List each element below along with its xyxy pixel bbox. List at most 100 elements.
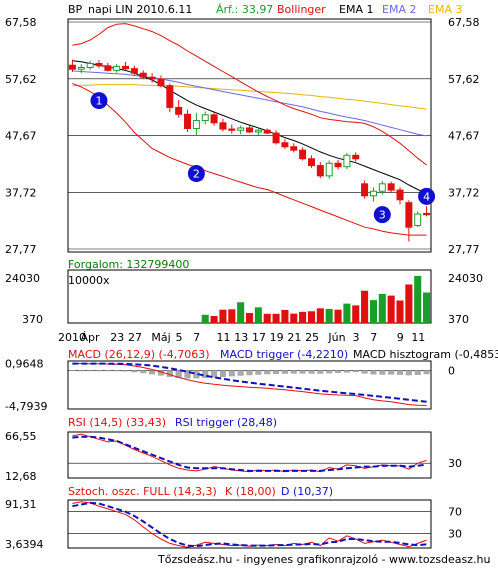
- macd-histogram-bar: [69, 370, 76, 372]
- bollinger-lower-line: [72, 83, 427, 236]
- price-y-tick-left: 37,72: [5, 186, 37, 199]
- macd-trigger-legend: MACD trigger (-4,2210): [220, 348, 348, 361]
- stoch-d-line: [72, 501, 427, 548]
- bollinger-upper-line: [72, 23, 427, 166]
- macd-histogram-bar: [281, 370, 289, 374]
- candle-body: [130, 68, 138, 74]
- macd-histogram-bar: [104, 370, 111, 372]
- macd-histogram-bar: [131, 370, 138, 373]
- stoch-y-tick-left: 91,31: [5, 498, 37, 511]
- volume-y-tick-left: 370: [22, 313, 43, 326]
- macd-histogram-bar: [140, 370, 147, 374]
- candle-body: [334, 162, 342, 168]
- stoch-k-line: [72, 501, 427, 548]
- x-axis-label: 7: [193, 331, 200, 344]
- macd-histogram-bar: [326, 370, 333, 374]
- volume-bar: [263, 313, 271, 323]
- candle-body: [361, 183, 369, 197]
- macd-y-tick-right: 0: [448, 365, 455, 378]
- rsi-legend: RSI (14,5) (33,43): [68, 416, 166, 429]
- rsi-y-tick-right: 30: [448, 457, 462, 470]
- candle-body: [228, 128, 236, 131]
- volume-bar: [396, 300, 404, 323]
- macd-histogram-bar: [255, 370, 262, 375]
- candle-body: [387, 183, 395, 191]
- volume-bar: [316, 308, 324, 323]
- macd-panel-frame: [67, 360, 432, 410]
- volume-bar: [228, 309, 236, 323]
- candle-body: [122, 65, 130, 70]
- macd-legend: MACD (26,12,9) (-4,7063): [68, 348, 210, 361]
- macd-histogram-bar: [264, 370, 271, 375]
- volume-bar: [352, 305, 360, 323]
- volume-bar: [272, 313, 280, 323]
- annotation-marker: [418, 187, 436, 205]
- rsi-trigger-legend: RSI trigger (28,48): [175, 416, 277, 429]
- candle-body: [184, 113, 192, 130]
- price-y-tick-right: 67,58: [448, 16, 480, 29]
- volume-bar: [414, 276, 422, 323]
- candle-body: [325, 162, 333, 177]
- macd-histogram-bar: [184, 370, 191, 379]
- volume-y-tick-left: 24030: [5, 272, 40, 285]
- ema2-legend: EMA 2: [382, 3, 416, 16]
- macd-histogram-bar: [237, 370, 244, 376]
- annotation-marker: [373, 206, 391, 224]
- candle-body: [192, 120, 200, 130]
- price-y-tick-right: 47,67: [448, 130, 480, 143]
- volume-y-tick-right: 24030: [448, 272, 483, 285]
- price-label: Árf.: 33,97: [216, 3, 273, 16]
- x-axis-label: 7: [370, 331, 377, 344]
- macd-histogram-bar: [149, 370, 156, 375]
- candle-body: [369, 190, 377, 197]
- x-axis-label: 19: [270, 331, 284, 344]
- annotation-marker-label: 4: [423, 190, 430, 203]
- x-axis-label: 2010: [58, 331, 86, 344]
- volume-bar: [237, 302, 245, 323]
- macd-histogram-bar: [388, 370, 395, 375]
- x-axis-label: Jún: [327, 331, 345, 344]
- candle-body: [396, 189, 404, 201]
- macd-histogram-bar: [95, 370, 103, 372]
- candle-body: [263, 129, 271, 134]
- candle-body: [113, 65, 121, 71]
- volume-bar: [343, 303, 351, 323]
- rsi-y-tick-left: 12,68: [5, 470, 37, 483]
- candle-body: [201, 114, 209, 122]
- candle-body: [175, 106, 183, 115]
- macd-y-tick-left: -4,7939: [5, 400, 47, 413]
- volume-bar: [334, 309, 342, 323]
- macd-histogram-bar: [343, 370, 350, 373]
- stoch-legend: Sztoch. oszc. FULL (14,3,3): [68, 485, 217, 498]
- candle-body: [316, 165, 324, 177]
- macd-histogram-bar: [202, 370, 209, 379]
- macd-histogram-bar: [352, 370, 359, 373]
- candle-body: [68, 64, 76, 70]
- candle-body: [272, 132, 280, 144]
- x-axis-label: 21: [287, 331, 301, 344]
- candle-body: [290, 146, 298, 151]
- candle-body: [86, 63, 94, 69]
- macd-histogram-bar: [272, 370, 280, 374]
- volume-unit: 10000x: [68, 274, 110, 287]
- candle-body: [281, 142, 289, 148]
- stoch-y-tick-right: 70: [448, 506, 462, 519]
- x-axis-label: 17: [252, 331, 266, 344]
- volume-y-tick-right: 370: [448, 313, 469, 326]
- volume-bar: [369, 300, 377, 323]
- macd-histogram-bar: [157, 370, 165, 376]
- ema2-line: [72, 70, 427, 137]
- price-y-tick-right: 27,77: [448, 243, 480, 256]
- macd-histogram-bar: [334, 370, 342, 374]
- annotation-marker-label: 1: [95, 95, 102, 108]
- stoch-panel-frame: [67, 499, 432, 549]
- candle-body: [77, 67, 85, 70]
- annotation-marker: [90, 92, 108, 110]
- volume-bar: [307, 311, 316, 323]
- macd-histogram-bar: [87, 370, 94, 372]
- macd-histogram-bar: [317, 370, 324, 374]
- macd-trigger-line: [72, 362, 427, 403]
- volume-bar: [254, 307, 262, 323]
- price-y-tick-left: 47,67: [5, 130, 37, 143]
